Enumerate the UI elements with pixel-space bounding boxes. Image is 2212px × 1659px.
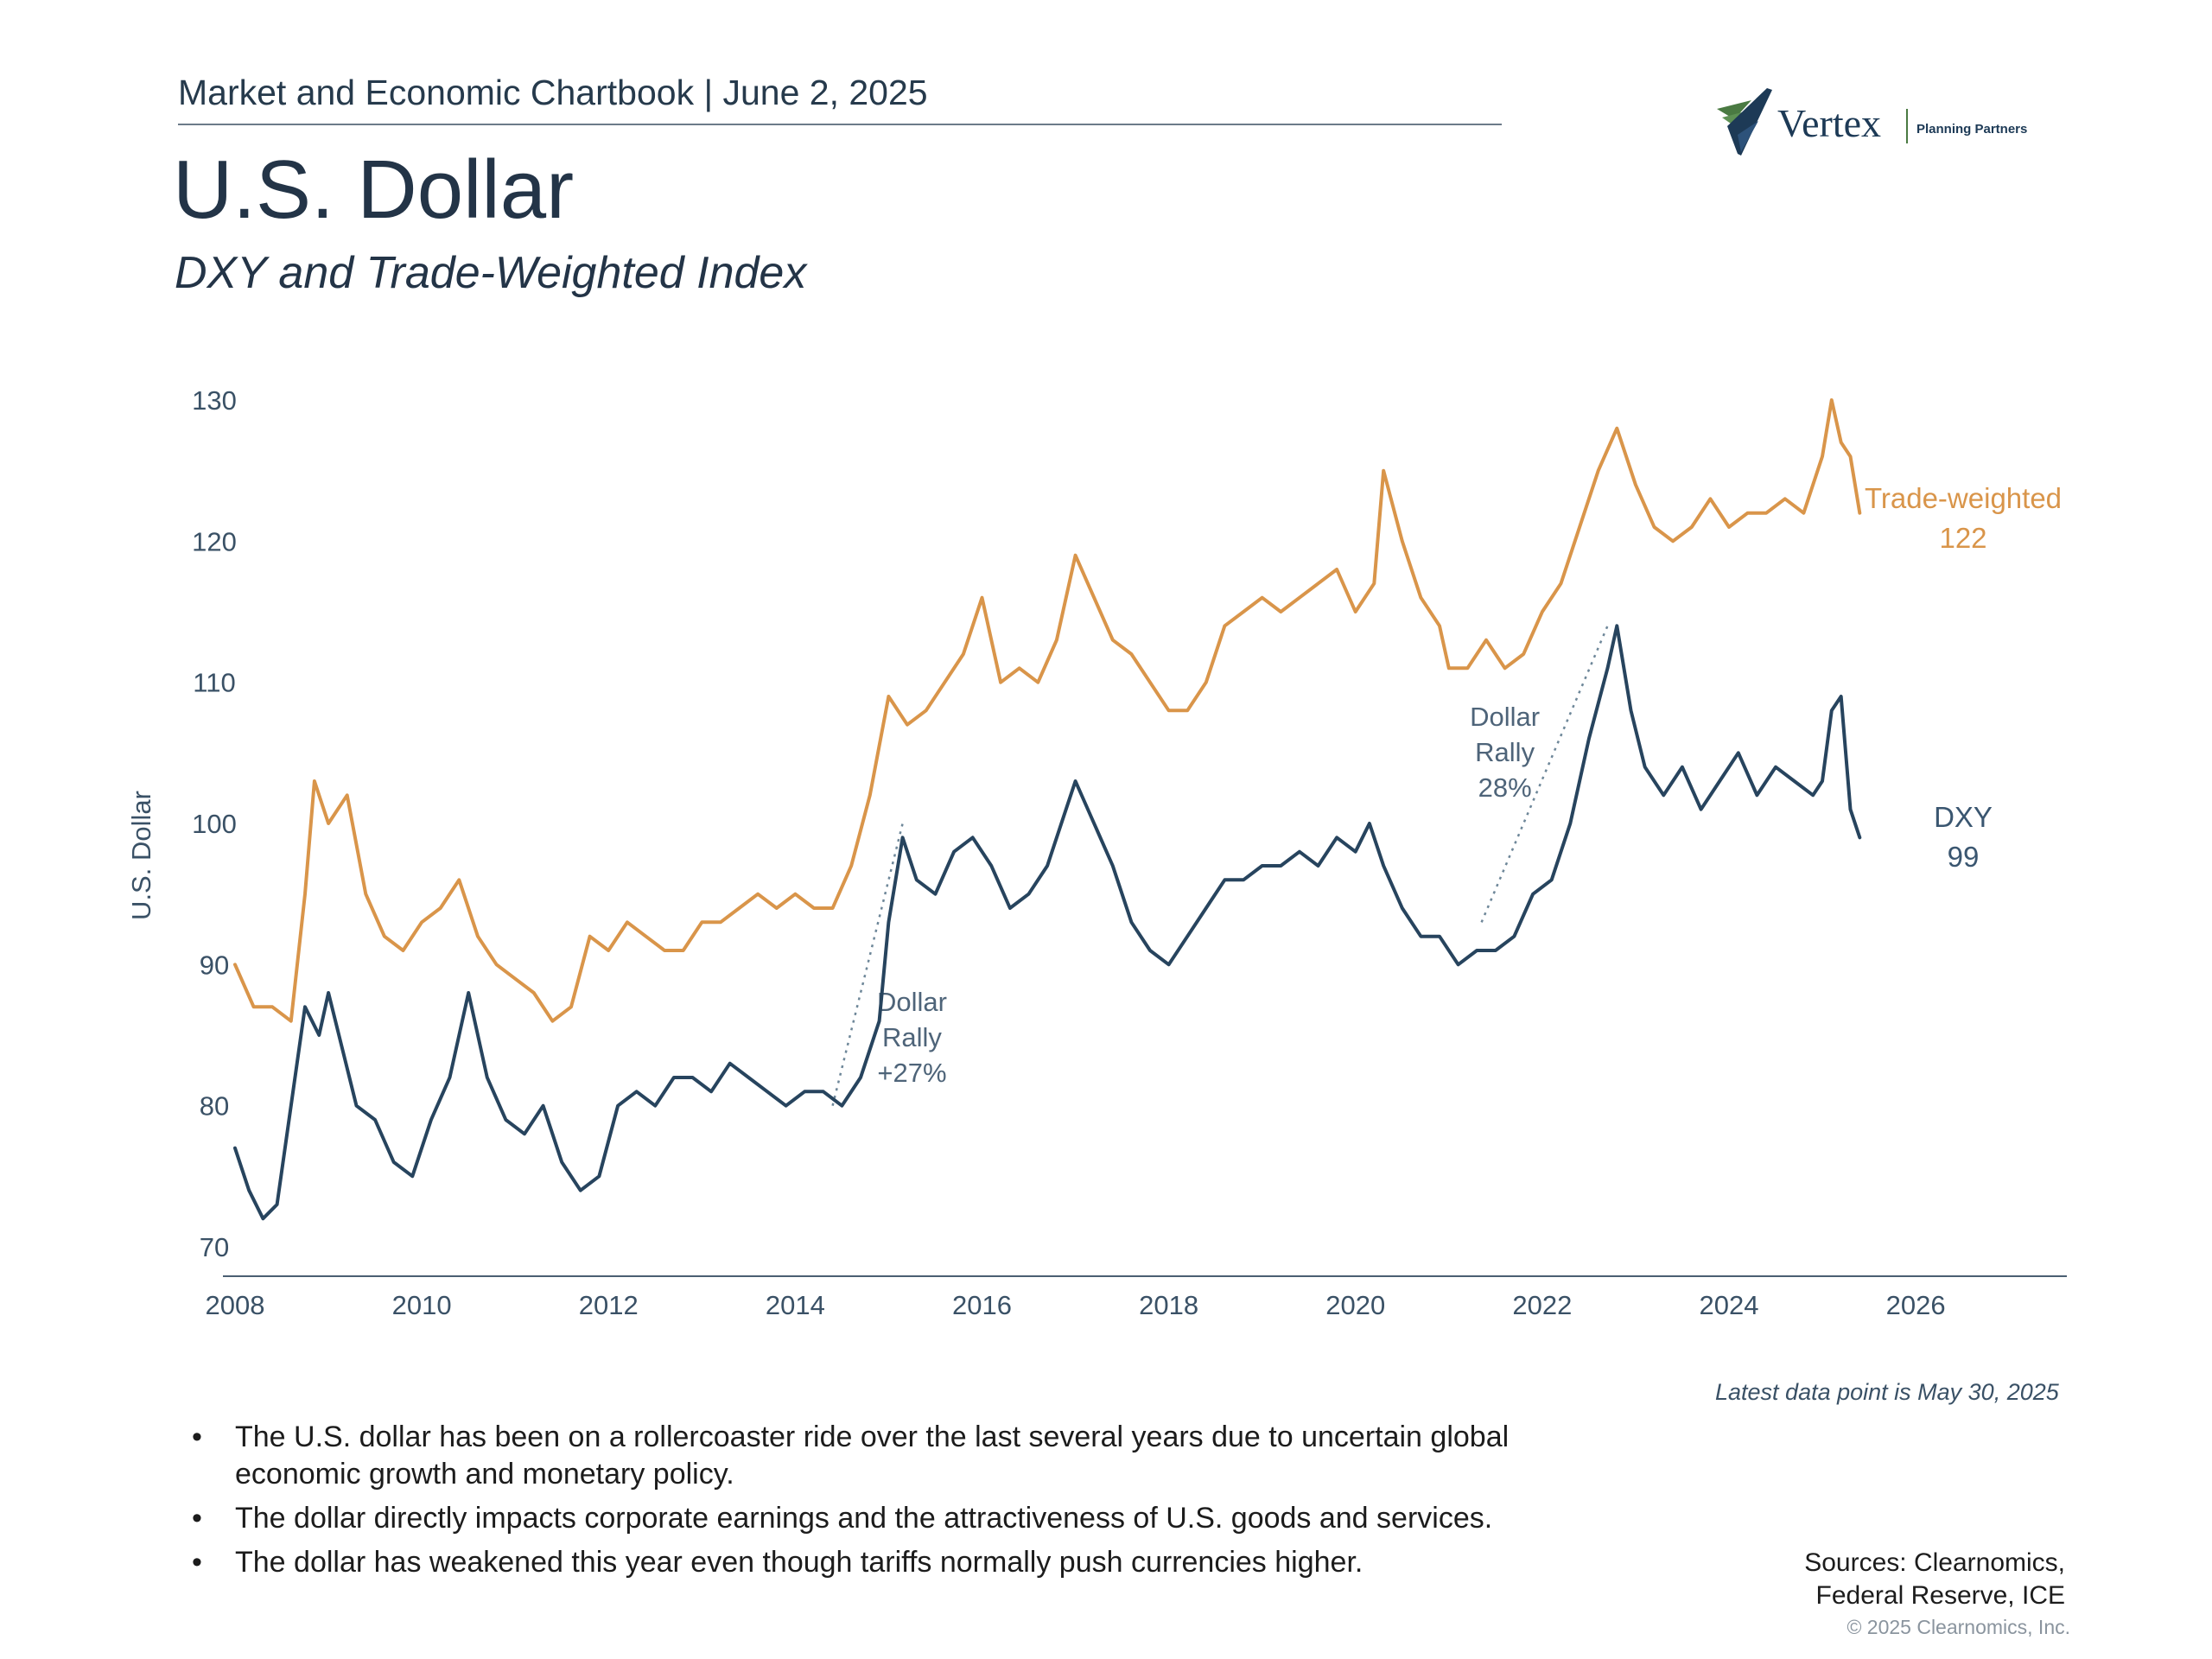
sources-line: Federal Reserve, ICE xyxy=(1815,1581,2065,1610)
y-tick-label: 80 xyxy=(200,1091,229,1122)
chartbook-header: Market and Economic Chartbook | June 2, … xyxy=(178,73,928,112)
y-tick-label: 110 xyxy=(193,668,235,698)
x-tick-label: 2010 xyxy=(392,1290,452,1320)
bullet-item: The dollar has weakened this year even t… xyxy=(192,1544,1540,1581)
page-title: U.S. Dollar xyxy=(173,143,575,236)
y-axis-ticks: 70 80 90 100 110 120 130 xyxy=(192,385,237,1262)
x-tick-label: 2018 xyxy=(1139,1290,1198,1320)
x-tick-label: 2012 xyxy=(579,1290,639,1320)
logo-tagline: Planning Partners xyxy=(1916,122,2028,137)
page-subtitle: DXY and Trade-Weighted Index xyxy=(175,248,807,298)
annotations: Dollar Rally +27% Dollar Rally 28% xyxy=(831,625,1609,1106)
dxy-line xyxy=(233,624,1862,1221)
y-tick-label: 130 xyxy=(192,385,237,416)
x-tick-label: 2024 xyxy=(1699,1290,1758,1320)
vertex-logo: Vertex Planning Partners xyxy=(1715,86,2052,164)
x-tick-label: 2008 xyxy=(206,1290,265,1320)
x-tick-label: 2020 xyxy=(1325,1290,1385,1320)
rally-dotted-line xyxy=(831,823,904,1106)
x-axis-ticks: 2008 2010 2012 2014 2016 2018 2020 2022 2024 2026 xyxy=(206,1290,1946,1320)
sources: Sources: Clearnomics, Federal Reserve, I… xyxy=(1804,1547,2065,1612)
series-end-name: DXY xyxy=(1934,801,1993,833)
rally-label: Dollar xyxy=(1470,702,1540,732)
y-tick-label: 90 xyxy=(200,950,229,980)
header-divider xyxy=(178,124,1502,125)
bullet-item: The dollar directly impacts corporate ea… xyxy=(192,1500,1540,1537)
bullet-item: The U.S. dollar has been on a rollercoas… xyxy=(192,1419,1540,1493)
series-end-name: Trade-weighted xyxy=(1865,482,2062,514)
x-tick-label: 2026 xyxy=(1886,1290,1946,1320)
logo-name: Vertex xyxy=(1777,101,1882,145)
x-tick-label: 2022 xyxy=(1512,1290,1572,1320)
rally-label: +27% xyxy=(877,1058,946,1088)
series-end-value: 99 xyxy=(1948,841,1980,873)
y-tick-label: 70 xyxy=(200,1232,229,1262)
end-labels: Trade-weighted 122 DXY 99 xyxy=(1865,482,2062,873)
sources-line: Sources: Clearnomics, xyxy=(1804,1548,2065,1577)
y-tick-label: 120 xyxy=(192,526,237,556)
y-axis-title: U.S. Dollar xyxy=(126,791,156,920)
bullet-list: The U.S. dollar has been on a rollercoas… xyxy=(192,1419,1540,1588)
copyright: © 2025 Clearnomics, Inc. xyxy=(1847,1616,2070,1638)
trade-weighted-line xyxy=(233,398,1862,1023)
rally-label: Rally xyxy=(1475,737,1535,767)
x-tick-label: 2014 xyxy=(766,1290,825,1320)
y-tick-label: 100 xyxy=(192,809,237,839)
rally-label: 28% xyxy=(1478,772,1532,803)
series-group xyxy=(233,398,1862,1221)
series-end-value: 122 xyxy=(1939,522,1986,554)
vertex-logo-icon xyxy=(1717,88,1772,156)
logo-divider xyxy=(1906,109,1908,143)
rally-label: Dollar xyxy=(877,987,947,1017)
rally-label: Rally xyxy=(882,1022,942,1052)
x-tick-label: 2016 xyxy=(952,1290,1012,1320)
latest-data-note: Latest data point is May 30, 2025 xyxy=(1715,1379,2059,1405)
